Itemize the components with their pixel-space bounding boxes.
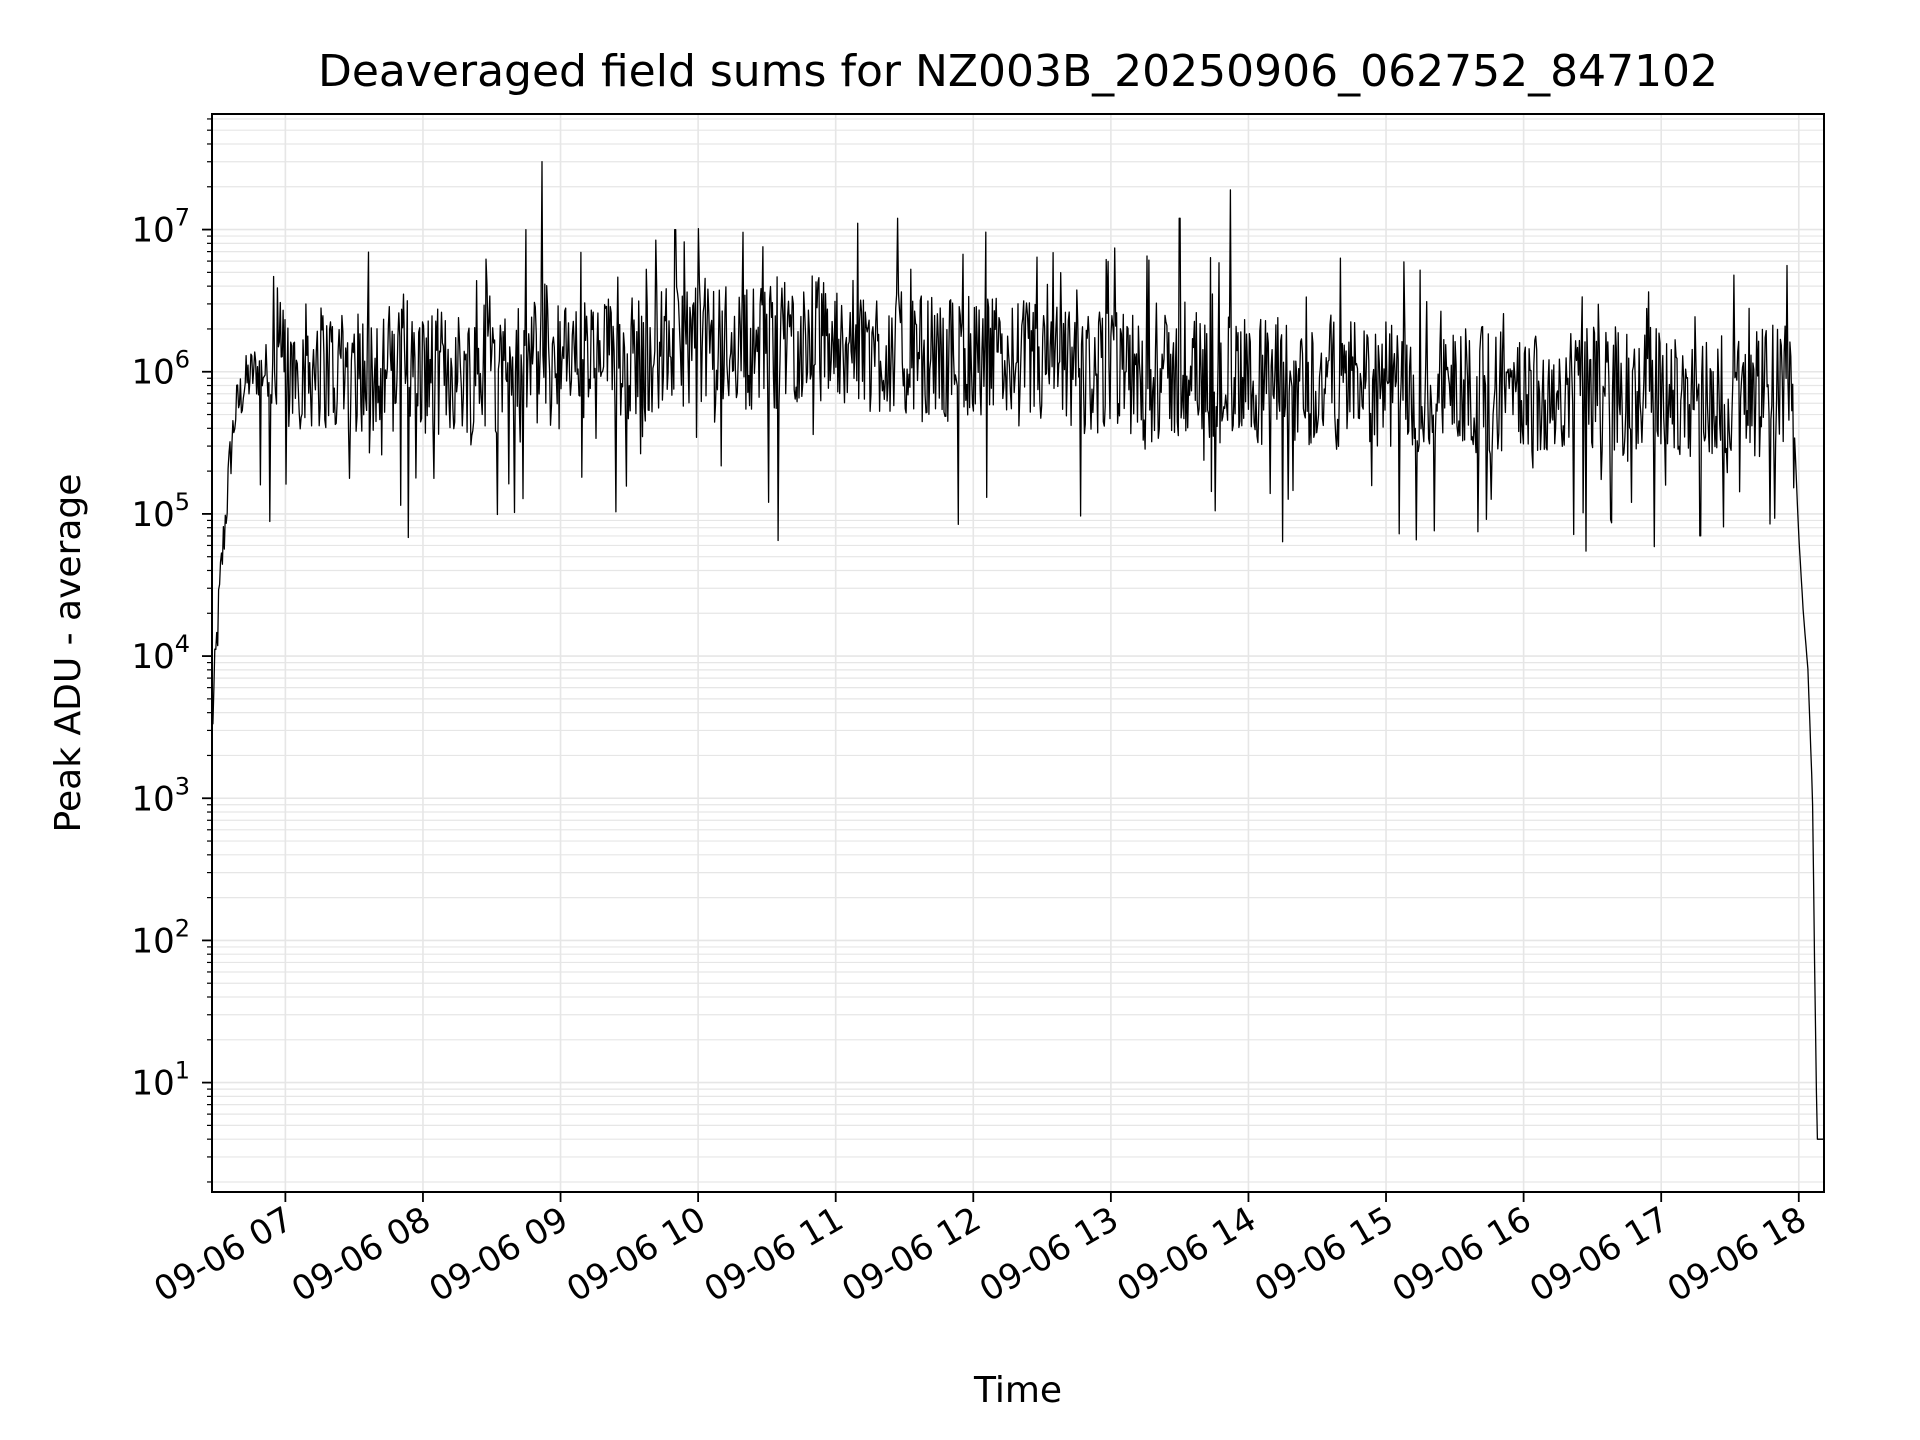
y-tick-label: 101 [131,1057,190,1104]
y-axis: 101 102 103 104 105 106 107 [131,118,212,1183]
chart-title: Deaveraged field sums for NZ003B_2025090… [318,46,1718,97]
y-tick-label: 104 [131,630,190,677]
y-tick-label: 103 [131,772,190,819]
y-tick-label: 107 [131,204,190,251]
y-tick-label: 102 [131,914,190,961]
y-tick-label: 105 [131,488,190,535]
x-axis-title: Time [973,1370,1062,1411]
series-line [211,161,1824,1140]
minor-gridlines [212,118,1824,1183]
y-axis-title: Peak ADU - average [48,474,89,833]
plot-frame [211,113,1825,1193]
y-tick-label: 106 [131,346,190,393]
major-gridlines [212,114,1824,1192]
